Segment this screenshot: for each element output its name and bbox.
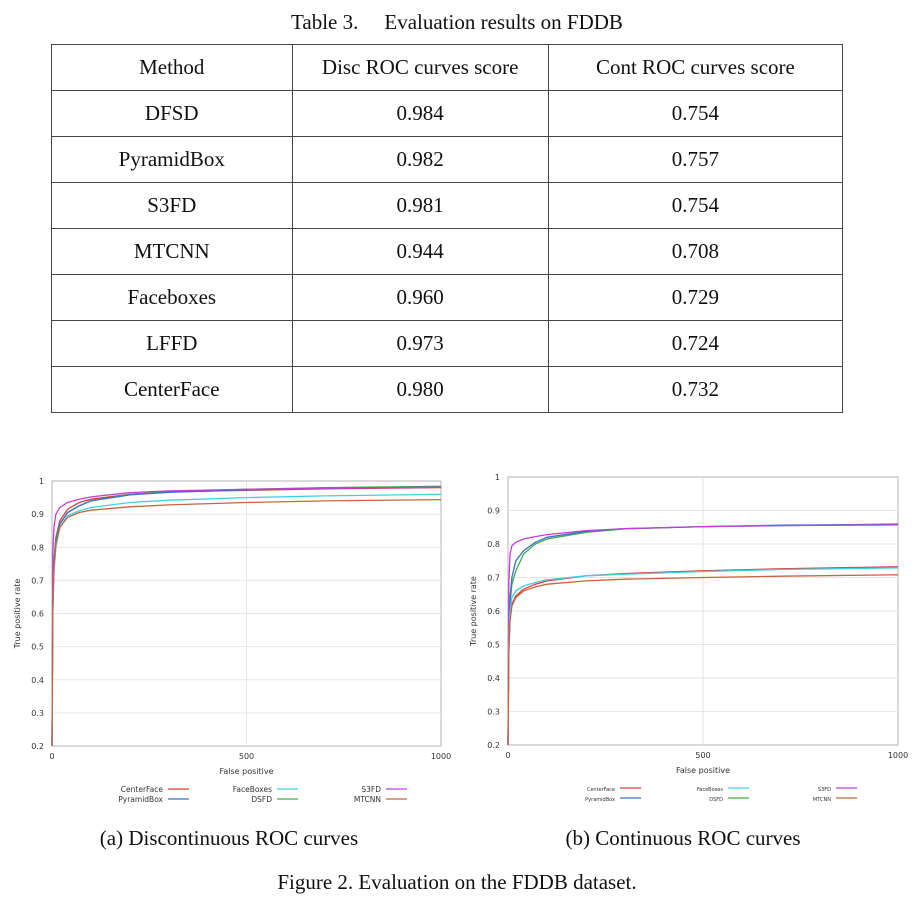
x-tick-label: 1000 — [431, 752, 451, 761]
y-axis-label: True positive rate — [13, 579, 22, 650]
table-cell: 0.754 — [547, 90, 844, 137]
table-cell: 0.944 — [291, 228, 549, 275]
table-header-row: Method Disc ROC curves score Cont ROC cu… — [51, 44, 844, 91]
legend-label: PyramidBox — [118, 795, 163, 804]
table-cell: DFSD — [51, 90, 293, 137]
x-tick-label: 0 — [505, 751, 510, 760]
table-header-disc: Disc ROC curves score — [291, 44, 549, 91]
table-caption-label: Table 3. — [291, 10, 359, 34]
legend-label: S3FD — [361, 785, 381, 794]
x-tick-label: 0 — [49, 752, 54, 761]
table-cell: Faceboxes — [51, 274, 293, 321]
table-caption-text: Evaluation results on FDDB — [384, 10, 623, 34]
legend-label: DSFD — [251, 795, 272, 804]
y-tick-label: 0.9 — [487, 507, 500, 516]
y-tick-label: 0.6 — [487, 607, 500, 616]
table-cell: LFFD — [51, 320, 293, 367]
legend-label: DSFD — [709, 797, 723, 803]
y-tick-label: 0.3 — [31, 709, 44, 718]
y-tick-label: 0.4 — [31, 676, 44, 685]
table-row: CenterFace 0.980 0.732 — [51, 366, 844, 413]
y-tick-label: 0.6 — [31, 610, 44, 619]
table-row: MTCNN 0.944 0.708 — [51, 228, 844, 275]
series-line-faceboxes — [507, 567, 899, 746]
table-caption: Table 3. Evaluation results on FDDB — [0, 10, 914, 35]
table-cell: 0.984 — [291, 90, 549, 137]
table-cell: 0.754 — [547, 182, 844, 229]
table-cell: PyramidBox — [51, 136, 293, 183]
x-tick-label: 1000 — [888, 751, 908, 760]
table-row: PyramidBox 0.982 0.757 — [51, 136, 844, 183]
table-row: S3FD 0.981 0.754 — [51, 182, 844, 229]
y-tick-label: 1 — [495, 473, 500, 482]
series-line-mtcnn — [51, 498, 442, 747]
series-line-mtcnn — [507, 574, 899, 746]
legend-label: S3FD — [818, 787, 831, 793]
legend-label: MTCNN — [813, 797, 831, 803]
y-tick-label: 0.9 — [31, 510, 44, 519]
table-cell: S3FD — [51, 182, 293, 229]
legend-label: FaceBoxes — [233, 785, 272, 794]
table-cell: 0.973 — [291, 320, 549, 367]
y-tick-label: 0.5 — [487, 641, 500, 650]
table-row: DFSD 0.984 0.754 — [51, 90, 844, 137]
subcaption-b: (b) Continuous ROC curves — [565, 826, 801, 850]
y-tick-label: 0.5 — [31, 643, 44, 652]
cont-roc-chart: 0.2 0.3 0.4 0.5 0.6 0.7 0.8 0.9 1 0 500 1000 False p… — [469, 473, 908, 803]
results-table: Method Disc ROC curves score Cont ROC cu… — [51, 44, 844, 413]
legend-label: CenterFace — [587, 787, 615, 793]
table-cell: 0.732 — [547, 366, 844, 413]
table-row: Faceboxes 0.960 0.729 — [51, 274, 844, 321]
subcaption-a: (a) Discontinuous ROC curves — [99, 826, 359, 850]
table-header-cont: Cont ROC curves score — [547, 44, 844, 91]
y-tick-label: 0.3 — [487, 708, 500, 717]
x-axis-label: False positive — [676, 766, 730, 775]
table-row: LFFD 0.973 0.724 — [51, 320, 844, 367]
table-cell: 0.960 — [291, 274, 549, 321]
series-line-s3fd — [507, 524, 899, 746]
table-cell: 0.981 — [291, 182, 549, 229]
table-cell: CenterFace — [51, 366, 293, 413]
y-tick-label: 0.7 — [31, 576, 44, 585]
table-cell: 0.980 — [291, 366, 549, 413]
table-cell: 0.757 — [547, 136, 844, 183]
disc-roc-chart: 0.2 0.3 0.4 0.5 0.6 0.7 0.8 0.9 1 0 500 1000 False p… — [13, 477, 451, 804]
y-tick-label: 0.2 — [487, 741, 500, 750]
table-cell: 0.729 — [547, 274, 844, 321]
y-tick-label: 0.8 — [487, 540, 500, 549]
y-tick-label: 0.2 — [31, 742, 44, 751]
y-tick-label: 1 — [39, 477, 44, 486]
legend-label: MTCNN — [354, 795, 381, 804]
table-cell: 0.724 — [547, 320, 844, 367]
legend-label: FaceBoxes — [697, 787, 724, 793]
table-header-method: Method — [51, 44, 293, 91]
legend-label: CenterFace — [121, 785, 164, 794]
legend-label: PyramidBox — [585, 797, 615, 803]
y-axis-label: True positive rate — [469, 576, 478, 647]
y-tick-label: 0.4 — [487, 674, 500, 683]
table-cell: 0.982 — [291, 136, 549, 183]
x-tick-label: 500 — [239, 752, 254, 761]
y-tick-label: 0.7 — [487, 574, 500, 583]
x-tick-label: 500 — [695, 751, 710, 760]
x-axis-label: False positive — [219, 767, 273, 776]
figure-caption: Figure 2. Evaluation on the FDDB dataset… — [277, 870, 637, 894]
series-line-s3fd — [51, 486, 442, 747]
table-cell: 0.708 — [547, 228, 844, 275]
y-tick-label: 0.8 — [31, 543, 44, 552]
table-cell: MTCNN — [51, 228, 293, 275]
